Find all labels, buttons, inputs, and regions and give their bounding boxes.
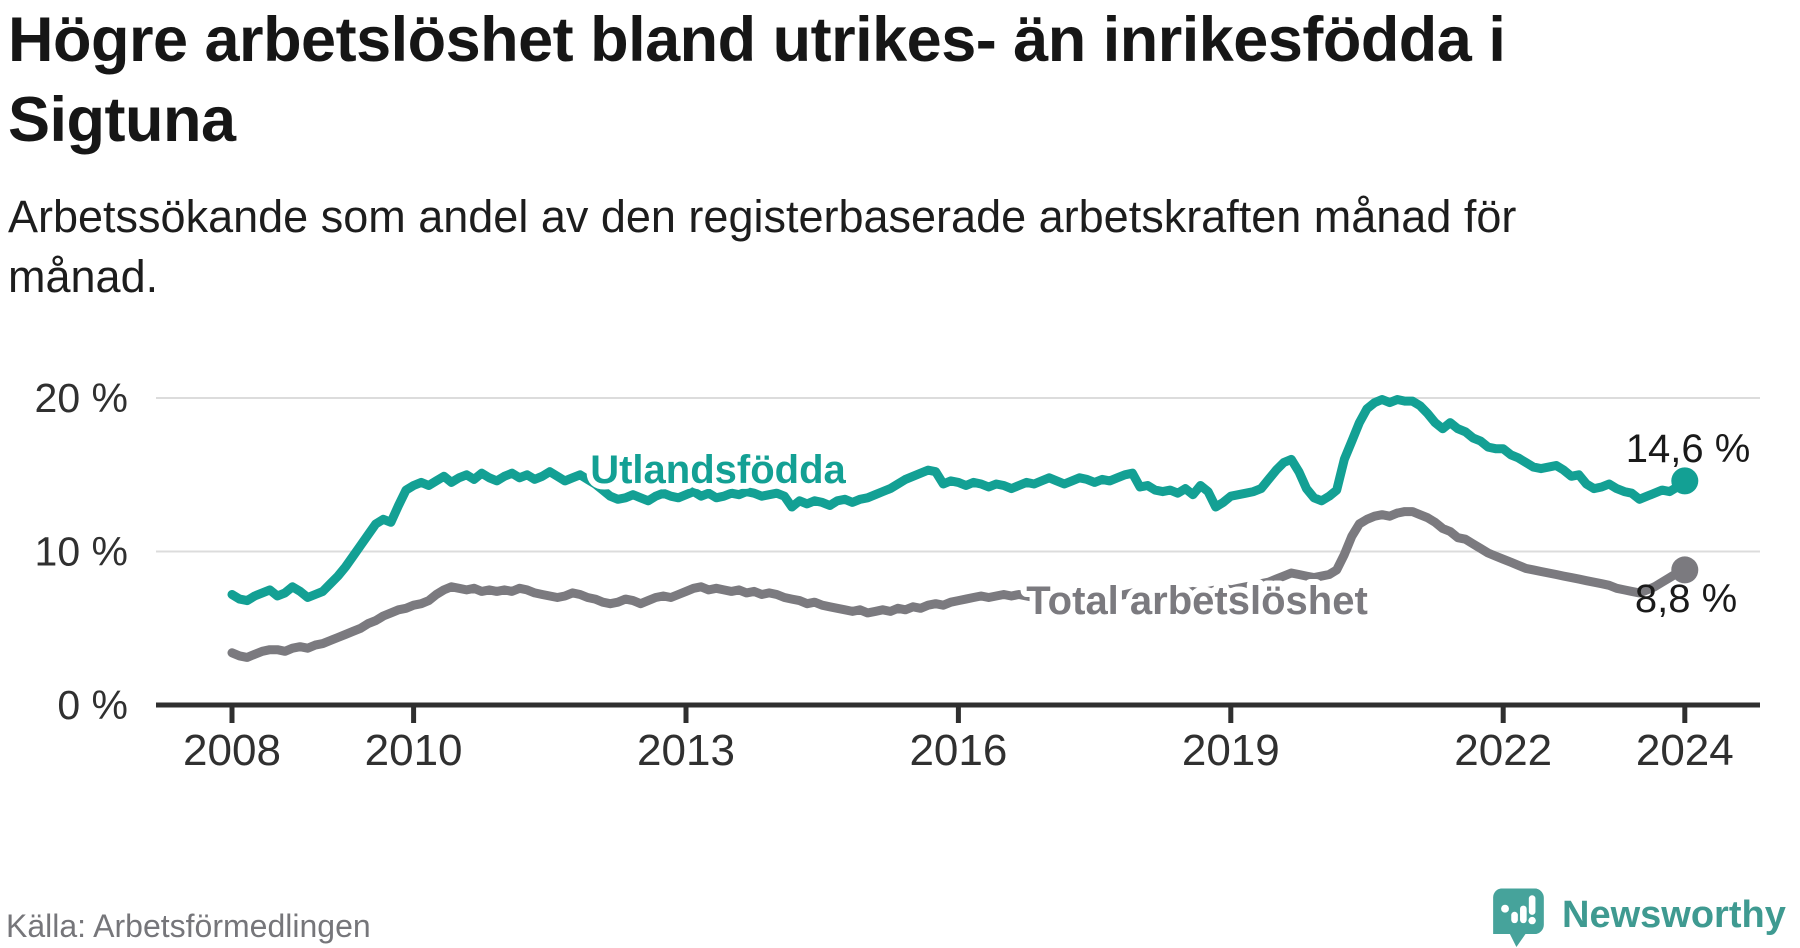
series-line-total (227, 507, 1690, 662)
y-tick-label: 10 % (35, 529, 128, 575)
chart-title: Högre arbetslöshet bland utrikes- än inr… (8, 5, 1506, 155)
newsworthy-icon (1493, 888, 1544, 947)
y-tick-label: 20 % (35, 375, 128, 421)
series-label-utlandsfodda: Utlandsfödda (590, 448, 846, 492)
x-tick-label: 2019 (1182, 726, 1280, 775)
series-line-utlandsfodda (227, 395, 1690, 606)
x-tick-label: 2008 (183, 726, 281, 775)
end-value-label-utlandsfodda: 14,6 % (1626, 427, 1751, 471)
x-tick-label: 2013 (637, 726, 735, 775)
end-value-label-total: 8,8 % (1635, 577, 1737, 621)
x-tick-label: 2024 (1636, 726, 1734, 775)
newsworthy-logo: Newsworthy (1491, 886, 1800, 948)
x-tick-label: 2016 (909, 726, 1007, 775)
source-note: Källa: Arbetsförmedlingen (6, 908, 371, 944)
x-tick-label: 2010 (365, 726, 463, 775)
newsworthy-wordmark: Newsworthy (1562, 894, 1786, 936)
series-end-dot-total (1671, 556, 1699, 584)
chart-subtitle: Arbetssökande som andel av den registerb… (8, 191, 1517, 302)
y-tick-label: 0 % (57, 682, 128, 728)
series-label-total: Total arbetslöshet (1026, 579, 1368, 623)
series-end-dot-utlandsfodda (1671, 467, 1699, 495)
x-tick-label: 2022 (1454, 726, 1552, 775)
